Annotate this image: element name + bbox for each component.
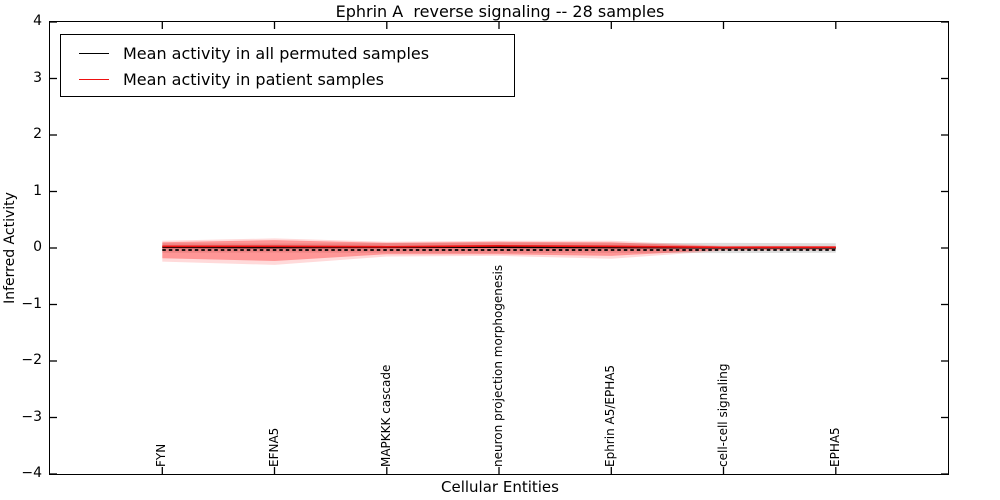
y-tick-label-−4: −4 [21,465,42,481]
legend-row-permuted: Mean activity in all permuted samples [79,40,514,66]
x-tick-label-cell-cell-signaling: cell-cell signaling [715,363,730,468]
legend-label-patient: Mean activity in patient samples [123,69,384,89]
y-tick-label-3: 3 [33,69,42,86]
y-tick-label-−1: −1 [21,295,42,312]
x-tick-label-ephrin-a5-epha5: Ephrin A5/EPHA5 [603,364,618,467]
x-tick-label-neuron-projection-morphogenesis: neuron projection morphogenesis [491,264,505,467]
y-tick-label-2: 2 [33,126,42,142]
chart-title: Ephrin A reverse signaling -- 28 samples [335,2,665,21]
series-line-mean-activity-in-patient-samples [162,245,836,249]
legend-label-permuted: Mean activity in all permuted samples [123,43,430,63]
patient-std-band [162,240,836,261]
patient-line-sample-icon [79,78,109,80]
legend: Mean activity in all permuted samples Me… [60,34,515,97]
y-tick-label-4: 4 [33,13,42,29]
x-tick-label-epha5: EPHA5 [827,427,842,467]
legend-row-patient: Mean activity in patient samples [79,66,514,92]
y-tick-label-−3: −3 [21,408,42,425]
y-tick-label-0: 0 [33,239,42,255]
y-tick-label-−2: −2 [21,352,42,368]
y-tick-label-1: 1 [33,182,42,199]
chart-canvas [50,22,948,474]
x-tick-label-efna5: EFNA5 [266,427,281,467]
permuted-line-sample-icon [79,52,109,54]
x-axis-label: Cellular Entities [441,478,559,496]
x-tick-label-mapkkk-cascade: MAPKKK cascade [378,364,393,467]
x-tick-label-fyn: FYN [154,443,169,467]
patient-std-halo [162,238,836,265]
